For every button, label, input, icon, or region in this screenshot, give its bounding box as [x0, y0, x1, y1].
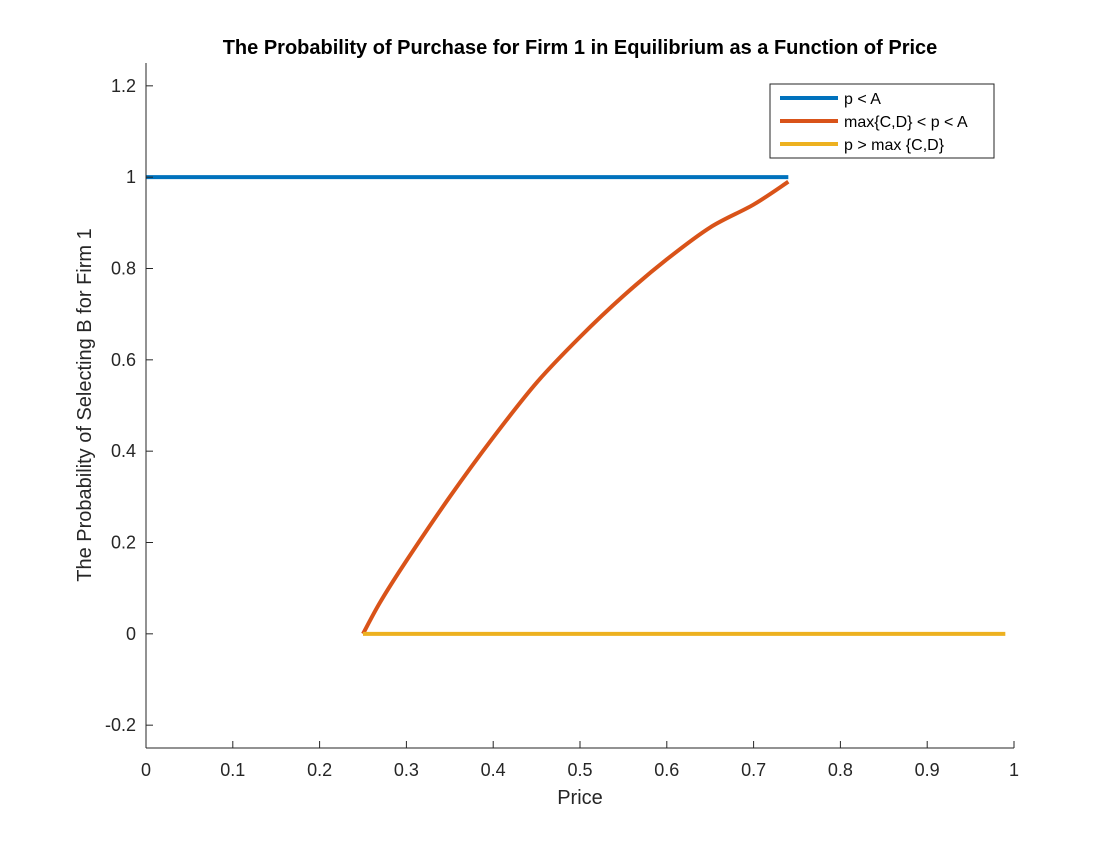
y-tick-label: 1	[126, 167, 136, 187]
legend: p < A max{C,D} < p < A p > max {C,D}	[769, 83, 995, 159]
y-axis-ticks: -0.2 0 0.2 0.4 0.6 0.8 1 1.2	[105, 76, 153, 735]
y-tick-label: 0.4	[111, 441, 136, 461]
y-tick-label: 0.2	[111, 533, 136, 553]
series-layer	[146, 175, 1006, 636]
plot-area	[146, 63, 1014, 748]
x-tick-label: 0.8	[828, 760, 853, 780]
legend-label: p < A	[844, 91, 881, 108]
y-tick-label: 0	[126, 624, 136, 644]
y-tick-label: 0.6	[111, 350, 136, 370]
legend-label: max{C,D} < p < A	[844, 114, 968, 131]
x-tick-label: 0	[141, 760, 151, 780]
y-tick-label: 1.2	[111, 76, 136, 96]
x-tick-label: 0.5	[567, 760, 592, 780]
y-tick-label: 0.8	[111, 259, 136, 279]
x-axis-label: Price	[557, 787, 603, 809]
x-tick-label: 0.9	[915, 760, 940, 780]
x-tick-label: 0.2	[307, 760, 332, 780]
x-axis-ticks: 0 0.1 0.2 0.3 0.4 0.5 0.6 0.7 0.8 0.9 1	[141, 741, 1019, 780]
series-line-2	[361, 180, 790, 635]
y-tick-label: -0.2	[105, 715, 136, 735]
chart-title: The Probability of Purchase for Firm 1 i…	[223, 37, 938, 59]
x-tick-label: 1	[1009, 760, 1019, 780]
x-tick-label: 0.7	[741, 760, 766, 780]
x-tick-label: 0.4	[481, 760, 506, 780]
x-tick-label: 0.6	[654, 760, 679, 780]
x-tick-label: 0.3	[394, 760, 419, 780]
legend-label: p > max {C,D}	[844, 137, 945, 154]
x-tick-label: 0.1	[220, 760, 245, 780]
y-axis-label: The Probability of Selecting B for Firm …	[74, 228, 96, 581]
